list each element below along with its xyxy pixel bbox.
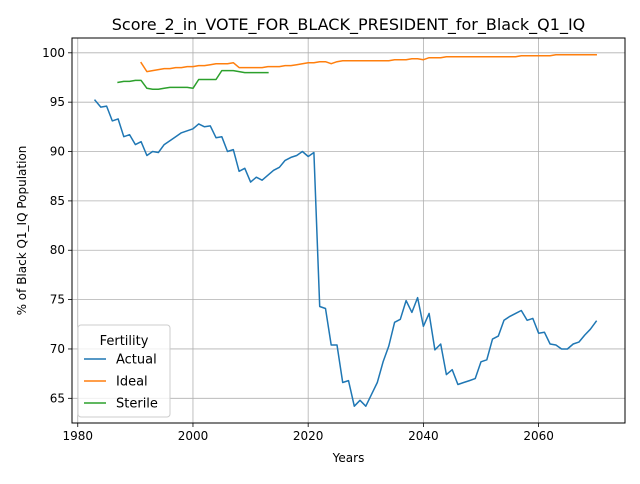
legend-label-sterile: Sterile [116, 397, 158, 412]
x-tick-label: 2000 [178, 429, 209, 443]
series-line-actual [93, 99, 598, 407]
y-tick-label: 80 [50, 243, 65, 257]
y-tick-label: 100 [42, 46, 65, 60]
series-lines [93, 54, 598, 407]
legend: Fertility Actual Ideal Sterile [77, 324, 171, 418]
y-tick-label: 90 [50, 145, 65, 159]
x-axis-label: Years [332, 451, 365, 465]
x-tick-label: 2040 [408, 429, 439, 443]
legend-title: Fertility [100, 334, 149, 349]
x-tick-label: 2020 [293, 429, 324, 443]
series-line-sterile [117, 69, 269, 91]
series-line-ideal [140, 54, 597, 73]
y-tick-label: 85 [50, 194, 65, 208]
axis-ticks: 1980 2000 2020 2040 2060 65 70 75 80 85 90 95 100 [42, 46, 554, 443]
y-tick-label: 70 [50, 342, 65, 356]
x-tick-label: 1980 [62, 429, 93, 443]
y-tick-label: 95 [50, 95, 65, 109]
y-tick-label: 65 [50, 391, 65, 405]
legend-label-ideal: Ideal [116, 375, 148, 390]
legend-box [77, 324, 171, 418]
legend-label-actual: Actual [116, 353, 157, 368]
chart-title: Score_2_in_VOTE_FOR_BLACK_PRESIDENT_for_… [112, 15, 586, 35]
plot-frame [71, 37, 626, 424]
y-axis-label: % of Black Q1_IQ Population [15, 146, 29, 316]
y-tick-label: 75 [50, 293, 65, 307]
x-tick-label: 2060 [523, 429, 554, 443]
grid [72, 38, 625, 423]
